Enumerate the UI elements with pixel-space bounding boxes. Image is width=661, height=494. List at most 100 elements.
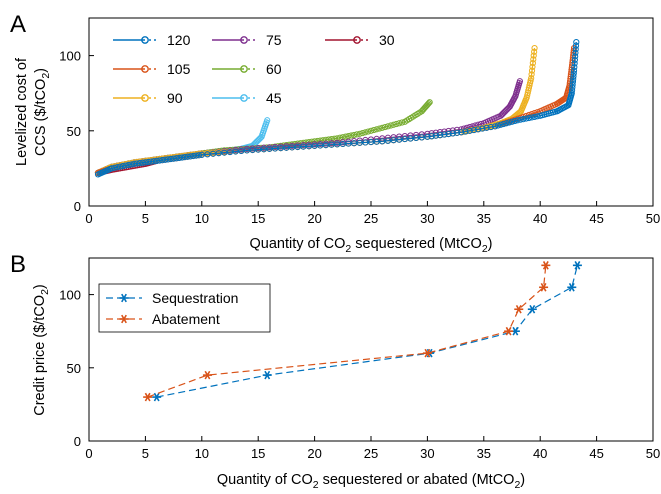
- data-point: [147, 158, 155, 165]
- data-point: [128, 161, 135, 168]
- data-point: [362, 129, 369, 136]
- data-point: [517, 116, 524, 123]
- data-point: [396, 120, 403, 127]
- legend-item-60: 60: [212, 61, 282, 77]
- data-point: [143, 392, 153, 402]
- data-point: [453, 129, 461, 136]
- data-point: [262, 370, 272, 380]
- data-point: [528, 75, 535, 82]
- data-point: [572, 42, 580, 49]
- legend-swatch-marker: [353, 36, 361, 44]
- y-tick-label: 0: [74, 434, 81, 449]
- x-tick-label: 40: [533, 446, 547, 461]
- data-point: [125, 161, 132, 169]
- data-point: [487, 123, 494, 131]
- legend-item-120: 120: [113, 32, 191, 48]
- data-point: [497, 121, 504, 128]
- panel-a-label: A: [10, 11, 26, 38]
- legend-item-abatement: Abatement: [106, 311, 220, 327]
- panel-b-chart: 0 5 10 15 20 25 30 35 40 45 50 0 50 100 Sequestration…: [32, 257, 660, 491]
- legend-label: 60: [266, 61, 282, 77]
- x-tick-label: 20: [307, 446, 321, 461]
- panel-b-legend: Sequestration Abatement: [98, 283, 271, 333]
- data-point: [167, 155, 174, 163]
- x-tick-label: 45: [589, 211, 603, 226]
- data-point: [376, 125, 383, 132]
- x-tick-label: 10: [195, 211, 209, 226]
- data-point: [159, 157, 166, 164]
- x-tick-label: 25: [364, 211, 378, 226]
- data-point: [529, 63, 536, 70]
- y-tick-label: 100: [59, 49, 81, 64]
- data-point: [187, 153, 194, 160]
- data-point: [483, 124, 490, 131]
- data-point: [422, 348, 432, 358]
- data-point: [479, 125, 486, 132]
- data-point: [426, 99, 433, 106]
- legend-swatch-marker: [141, 65, 149, 73]
- legend-swatch-marker: [240, 36, 248, 44]
- legend-swatch-marker: [119, 314, 129, 324]
- data-point: [528, 71, 535, 78]
- data-point: [111, 164, 118, 171]
- data-point: [173, 155, 180, 162]
- data-point: [508, 118, 516, 125]
- panel-a-ticks: 0 5 10 15 20 25 30 35 40 45 50 0 50 100: [59, 49, 660, 226]
- data-point: [527, 304, 537, 314]
- series-line: [97, 48, 536, 174]
- data-point: [466, 127, 473, 134]
- panel-b-xlabel: Quantity of CO2 sequestered or abated (M…: [217, 472, 525, 491]
- series-120: [94, 38, 580, 178]
- data-point: [350, 131, 358, 139]
- data-point: [294, 140, 301, 147]
- x-tick-label: 5: [142, 211, 149, 226]
- data-point: [178, 154, 186, 161]
- legend-swatch-marker: [141, 94, 149, 102]
- x-tick-label: 15: [251, 446, 265, 461]
- data-point: [384, 123, 392, 130]
- y-tick-label: 0: [74, 199, 81, 214]
- x-tick-label: 35: [477, 446, 491, 461]
- data-point: [356, 130, 363, 137]
- data-point: [428, 133, 435, 140]
- data-point: [114, 164, 121, 171]
- data-point: [531, 113, 538, 120]
- data-point: [571, 60, 578, 67]
- data-point: [190, 152, 197, 160]
- data-point: [184, 153, 191, 160]
- x-tick-label: 30: [420, 446, 434, 461]
- data-point: [449, 130, 456, 137]
- data-point: [541, 261, 551, 270]
- legend-label: 45: [266, 90, 282, 106]
- legend-label: 120: [167, 32, 191, 48]
- data-point: [131, 160, 138, 167]
- data-point: [528, 114, 535, 121]
- data-point: [425, 100, 432, 107]
- data-point: [475, 126, 482, 133]
- data-point: [393, 120, 400, 128]
- data-point: [122, 162, 129, 169]
- data-point: [436, 132, 444, 139]
- x-tick-label: 25: [364, 446, 378, 461]
- legend-swatch-marker: [119, 293, 129, 303]
- data-point: [462, 128, 469, 135]
- data-point: [162, 156, 169, 163]
- legend-item-30: 30: [325, 32, 395, 48]
- data-point: [506, 119, 513, 126]
- data-point: [504, 326, 514, 336]
- y-tick-label: 50: [67, 124, 81, 139]
- data-point: [539, 282, 549, 292]
- data-point: [529, 60, 536, 67]
- data-point: [170, 155, 177, 162]
- x-tick-label: 50: [646, 446, 660, 461]
- data-point: [139, 159, 146, 166]
- data-point: [331, 135, 338, 142]
- data-point: [373, 126, 380, 133]
- data-point: [528, 67, 536, 74]
- legend-item-45: 45: [212, 90, 282, 106]
- data-point: [150, 158, 157, 165]
- data-point: [494, 122, 501, 129]
- data-point: [365, 128, 372, 135]
- data-point: [348, 132, 355, 139]
